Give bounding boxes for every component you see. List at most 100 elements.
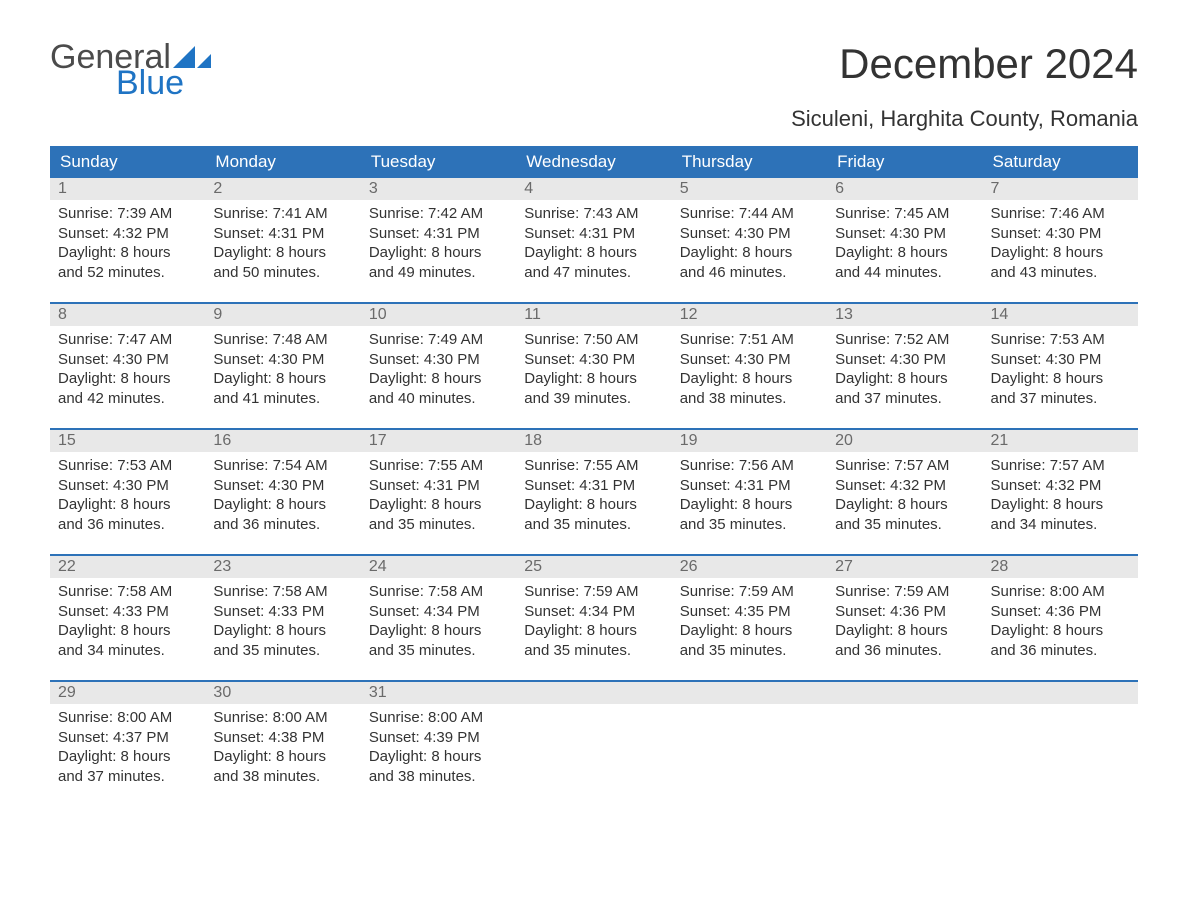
daylight-line1: Daylight: 8 hours xyxy=(213,369,352,389)
day-details: Sunrise: 8:00 AMSunset: 4:39 PMDaylight:… xyxy=(361,704,516,800)
day-number: 15 xyxy=(50,430,205,452)
day-details: Sunrise: 7:57 AMSunset: 4:32 PMDaylight:… xyxy=(983,452,1138,548)
day-number: 18 xyxy=(516,430,671,452)
day-number: 17 xyxy=(361,430,516,452)
sunrise-text: Sunrise: 7:57 AM xyxy=(991,456,1130,476)
daylight-line1: Daylight: 8 hours xyxy=(58,495,197,515)
calendar-day-cell: 16Sunrise: 7:54 AMSunset: 4:30 PMDayligh… xyxy=(205,430,360,554)
day-details: Sunrise: 7:54 AMSunset: 4:30 PMDaylight:… xyxy=(205,452,360,548)
sunset-text: Sunset: 4:34 PM xyxy=(369,602,508,622)
calendar-day-cell: 22Sunrise: 7:58 AMSunset: 4:33 PMDayligh… xyxy=(50,556,205,680)
calendar-day-cell: 1Sunrise: 7:39 AMSunset: 4:32 PMDaylight… xyxy=(50,178,205,302)
daylight-line1: Daylight: 8 hours xyxy=(369,243,508,263)
day-details: Sunrise: 7:49 AMSunset: 4:30 PMDaylight:… xyxy=(361,326,516,422)
sunrise-text: Sunrise: 7:51 AM xyxy=(680,330,819,350)
sunrise-text: Sunrise: 7:49 AM xyxy=(369,330,508,350)
day-number: 6 xyxy=(827,178,982,200)
daylight-line2: and 35 minutes. xyxy=(680,515,819,535)
daylight-line2: and 34 minutes. xyxy=(58,641,197,661)
calendar-week: 29Sunrise: 8:00 AMSunset: 4:37 PMDayligh… xyxy=(50,680,1138,806)
calendar-day-cell xyxy=(827,682,982,806)
day-details: Sunrise: 7:56 AMSunset: 4:31 PMDaylight:… xyxy=(672,452,827,548)
weekday-header: Wednesday xyxy=(516,146,671,178)
calendar-week: 8Sunrise: 7:47 AMSunset: 4:30 PMDaylight… xyxy=(50,302,1138,428)
sunrise-text: Sunrise: 7:52 AM xyxy=(835,330,974,350)
calendar-day-cell xyxy=(983,682,1138,806)
sunrise-text: Sunrise: 7:59 AM xyxy=(680,582,819,602)
sunset-text: Sunset: 4:31 PM xyxy=(680,476,819,496)
calendar-day-cell xyxy=(672,682,827,806)
day-number: 14 xyxy=(983,304,1138,326)
weekday-header: Saturday xyxy=(983,146,1138,178)
day-number: 28 xyxy=(983,556,1138,578)
daylight-line1: Daylight: 8 hours xyxy=(213,747,352,767)
day-number xyxy=(672,682,827,704)
daylight-line1: Daylight: 8 hours xyxy=(835,495,974,515)
sunset-text: Sunset: 4:36 PM xyxy=(991,602,1130,622)
sunrise-text: Sunrise: 7:57 AM xyxy=(835,456,974,476)
calendar-day-cell: 20Sunrise: 7:57 AMSunset: 4:32 PMDayligh… xyxy=(827,430,982,554)
daylight-line2: and 38 minutes. xyxy=(213,767,352,787)
daylight-line1: Daylight: 8 hours xyxy=(991,621,1130,641)
daylight-line2: and 36 minutes. xyxy=(213,515,352,535)
day-number: 4 xyxy=(516,178,671,200)
day-number: 11 xyxy=(516,304,671,326)
sunrise-text: Sunrise: 7:47 AM xyxy=(58,330,197,350)
daylight-line2: and 46 minutes. xyxy=(680,263,819,283)
day-details: Sunrise: 7:50 AMSunset: 4:30 PMDaylight:… xyxy=(516,326,671,422)
calendar-day-cell: 13Sunrise: 7:52 AMSunset: 4:30 PMDayligh… xyxy=(827,304,982,428)
daylight-line2: and 39 minutes. xyxy=(524,389,663,409)
sunset-text: Sunset: 4:39 PM xyxy=(369,728,508,748)
day-details: Sunrise: 7:59 AMSunset: 4:35 PMDaylight:… xyxy=(672,578,827,674)
calendar-day-cell: 14Sunrise: 7:53 AMSunset: 4:30 PMDayligh… xyxy=(983,304,1138,428)
day-number: 26 xyxy=(672,556,827,578)
daylight-line2: and 35 minutes. xyxy=(680,641,819,661)
day-number: 25 xyxy=(516,556,671,578)
sunset-text: Sunset: 4:31 PM xyxy=(369,224,508,244)
daylight-line2: and 36 minutes. xyxy=(835,641,974,661)
day-number: 13 xyxy=(827,304,982,326)
calendar-day-cell: 6Sunrise: 7:45 AMSunset: 4:30 PMDaylight… xyxy=(827,178,982,302)
calendar-day-cell: 30Sunrise: 8:00 AMSunset: 4:38 PMDayligh… xyxy=(205,682,360,806)
day-details: Sunrise: 7:59 AMSunset: 4:34 PMDaylight:… xyxy=(516,578,671,674)
day-details: Sunrise: 8:00 AMSunset: 4:37 PMDaylight:… xyxy=(50,704,205,800)
logo-word2: Blue xyxy=(116,66,211,100)
sunrise-text: Sunrise: 8:00 AM xyxy=(58,708,197,728)
calendar-day-cell: 11Sunrise: 7:50 AMSunset: 4:30 PMDayligh… xyxy=(516,304,671,428)
sunset-text: Sunset: 4:30 PM xyxy=(835,350,974,370)
daylight-line2: and 47 minutes. xyxy=(524,263,663,283)
daylight-line2: and 52 minutes. xyxy=(58,263,197,283)
daylight-line2: and 36 minutes. xyxy=(58,515,197,535)
day-details: Sunrise: 7:47 AMSunset: 4:30 PMDaylight:… xyxy=(50,326,205,422)
day-details: Sunrise: 7:58 AMSunset: 4:33 PMDaylight:… xyxy=(50,578,205,674)
daylight-line1: Daylight: 8 hours xyxy=(58,621,197,641)
daylight-line1: Daylight: 8 hours xyxy=(835,243,974,263)
day-details: Sunrise: 8:00 AMSunset: 4:38 PMDaylight:… xyxy=(205,704,360,800)
calendar-day-cell: 28Sunrise: 8:00 AMSunset: 4:36 PMDayligh… xyxy=(983,556,1138,680)
sunrise-text: Sunrise: 7:56 AM xyxy=(680,456,819,476)
daylight-line2: and 37 minutes. xyxy=(58,767,197,787)
daylight-line1: Daylight: 8 hours xyxy=(213,495,352,515)
day-number: 31 xyxy=(361,682,516,704)
calendar-day-cell: 2Sunrise: 7:41 AMSunset: 4:31 PMDaylight… xyxy=(205,178,360,302)
weekday-header: Tuesday xyxy=(361,146,516,178)
sunrise-text: Sunrise: 7:58 AM xyxy=(369,582,508,602)
day-details: Sunrise: 7:42 AMSunset: 4:31 PMDaylight:… xyxy=(361,200,516,296)
weekday-header: Thursday xyxy=(672,146,827,178)
daylight-line1: Daylight: 8 hours xyxy=(991,369,1130,389)
calendar-day-cell: 10Sunrise: 7:49 AMSunset: 4:30 PMDayligh… xyxy=(361,304,516,428)
calendar-week: 22Sunrise: 7:58 AMSunset: 4:33 PMDayligh… xyxy=(50,554,1138,680)
calendar-day-cell: 27Sunrise: 7:59 AMSunset: 4:36 PMDayligh… xyxy=(827,556,982,680)
daylight-line1: Daylight: 8 hours xyxy=(369,495,508,515)
day-number: 5 xyxy=(672,178,827,200)
weekday-header: Monday xyxy=(205,146,360,178)
daylight-line1: Daylight: 8 hours xyxy=(680,369,819,389)
calendar-day-cell: 19Sunrise: 7:56 AMSunset: 4:31 PMDayligh… xyxy=(672,430,827,554)
calendar-day-cell: 12Sunrise: 7:51 AMSunset: 4:30 PMDayligh… xyxy=(672,304,827,428)
daylight-line1: Daylight: 8 hours xyxy=(991,243,1130,263)
sunrise-text: Sunrise: 7:46 AM xyxy=(991,204,1130,224)
page-subtitle: Siculeni, Harghita County, Romania xyxy=(50,106,1138,132)
sunrise-text: Sunrise: 7:43 AM xyxy=(524,204,663,224)
sunrise-text: Sunrise: 7:55 AM xyxy=(524,456,663,476)
calendar-day-cell: 21Sunrise: 7:57 AMSunset: 4:32 PMDayligh… xyxy=(983,430,1138,554)
